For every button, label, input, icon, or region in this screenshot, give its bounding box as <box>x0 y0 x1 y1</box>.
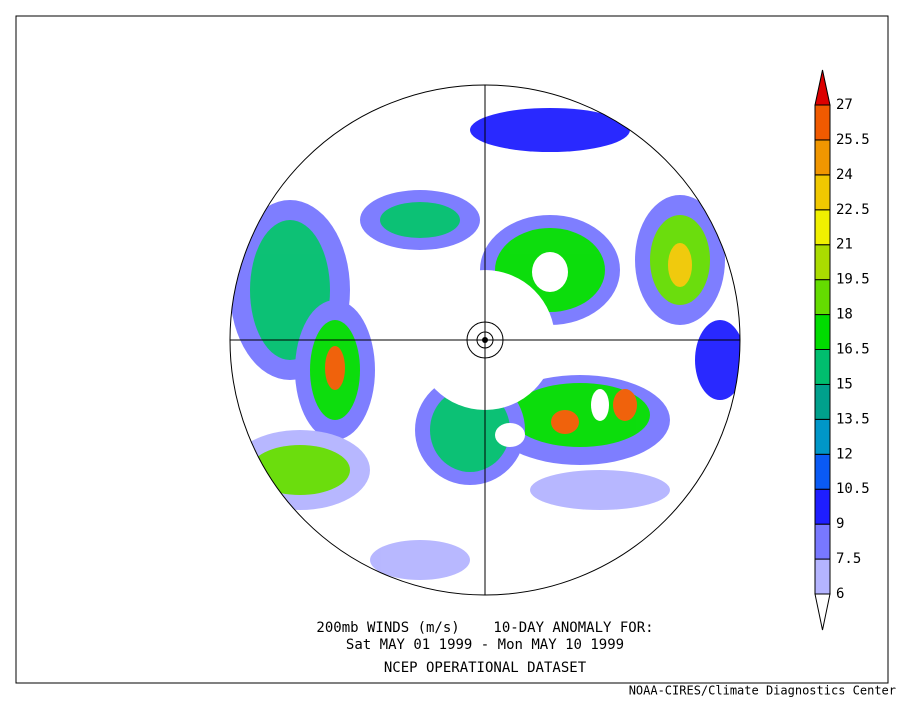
colorbar-label: 12 <box>836 446 853 462</box>
colorbar-label: 9 <box>836 516 844 532</box>
colorbar-box <box>814 104 831 141</box>
colorbar-label: 18 <box>836 307 853 323</box>
colorbar-label: 21 <box>836 237 853 253</box>
colorbar-above <box>814 69 831 106</box>
colorbar-box <box>814 279 831 316</box>
colorbar-box <box>814 209 831 246</box>
colorbar-label: 7.5 <box>836 551 861 567</box>
frame <box>15 15 889 684</box>
colorbar-box <box>814 174 831 211</box>
colorbar: 6 7.5 9 10.5 12 13.5 15 16.5 18 19.5 21 22.5 24 25.5 2… <box>814 69 870 631</box>
colorbar-box <box>814 244 831 281</box>
colorbar-label: 27 <box>836 97 853 113</box>
title-line: Sat MAY 01 1999 - Mon MAY 10 1999 <box>346 637 624 653</box>
colorbar-label: 10.5 <box>836 481 870 497</box>
colorbar-box <box>814 453 831 490</box>
colorbar-label: 22.5 <box>836 202 870 218</box>
colorbar-box <box>814 383 831 420</box>
colorbar-below <box>814 593 831 631</box>
colorbar-label: 6 <box>836 586 844 602</box>
colorbar-box <box>814 558 831 595</box>
map-boundary <box>229 84 741 596</box>
colorbar-label: 13.5 <box>836 411 870 427</box>
colorbar-label: 25.5 <box>836 132 870 148</box>
colorbar-box <box>814 418 831 455</box>
colorbar-box <box>814 139 831 176</box>
colorbar-box <box>814 349 831 385</box>
dataset-label: NCEP OPERATIONAL DATASET <box>384 660 587 676</box>
colorbar-label: 24 <box>836 167 853 183</box>
colorbar-box <box>814 488 831 525</box>
credit: NOAA-CIRES/Climate Diagnostics Center <box>629 684 896 698</box>
colorbar-label: 19.5 <box>836 272 870 288</box>
colorbar-box <box>814 523 831 560</box>
colorbar-box <box>814 314 831 351</box>
colorbar-label: 15 <box>836 376 853 392</box>
colorbar-label: 16.5 <box>836 342 870 358</box>
title-line: 200mb WINDS (m/s) 10-DAY ANOMALY FOR: <box>316 620 653 636</box>
